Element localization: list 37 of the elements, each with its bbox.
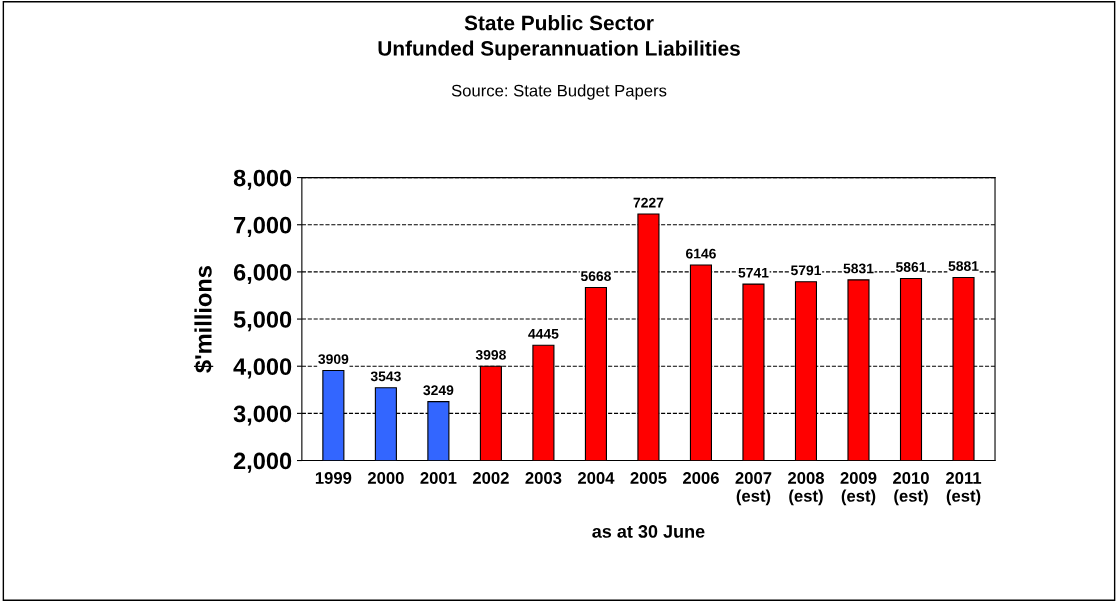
data-label: 5861 (895, 262, 927, 272)
data-label: 5668 (580, 271, 611, 282)
x-tick-label: 2003 (525, 472, 562, 484)
x-tick-label: 1999 (315, 472, 352, 484)
data-label: 5831 (843, 263, 874, 274)
data-label: 3543 (370, 371, 401, 382)
x-tick-label: 2005 (630, 472, 667, 484)
x-tick-label: 2009 (est) (840, 472, 877, 506)
x-tick-label: 2002 (472, 472, 509, 484)
x-tick-label: 2001 (420, 472, 457, 484)
data-label: 4445 (528, 329, 559, 339)
x-tick-label: 2010 (est) (893, 472, 929, 506)
y-tick-label: 6,000 (233, 263, 292, 285)
data-label: 3909 (318, 354, 349, 365)
x-tick-label: 2008 (est) (788, 472, 825, 506)
y-tick-label: 3,000 (233, 405, 292, 426)
y-tick-label: 8,000 (233, 169, 292, 190)
x-tick-label: 2007 (est) (735, 472, 772, 506)
data-label: 5791 (790, 265, 822, 276)
x-tick-label: 2011 (est) (946, 472, 982, 506)
chart-title: State Public Sector Unfunded Superannuation Liabilities (378, 15, 740, 60)
chart-subtitle: Source: State Budget Papers (451, 84, 667, 100)
y-axis-title: $'millions (193, 266, 214, 373)
x-tick-label: 2004 (577, 472, 615, 484)
y-tick-label: 7,000 (234, 216, 292, 237)
x-axis-title: as at 30 June (592, 525, 705, 538)
data-label: 3249 (423, 385, 454, 396)
data-label: 5881 (948, 261, 979, 271)
data-label: 3998 (475, 349, 506, 360)
y-tick-label: 4,000 (233, 358, 292, 379)
data-label: 7227 (633, 197, 664, 208)
x-tick-label: 2000 (367, 472, 404, 484)
y-tick-label: 5,000 (233, 311, 292, 332)
data-label: 6146 (686, 248, 716, 259)
data-label: 5741 (738, 267, 769, 278)
y-tick-label: 2,000 (233, 452, 292, 473)
x-tick-label: 2006 (682, 472, 719, 484)
